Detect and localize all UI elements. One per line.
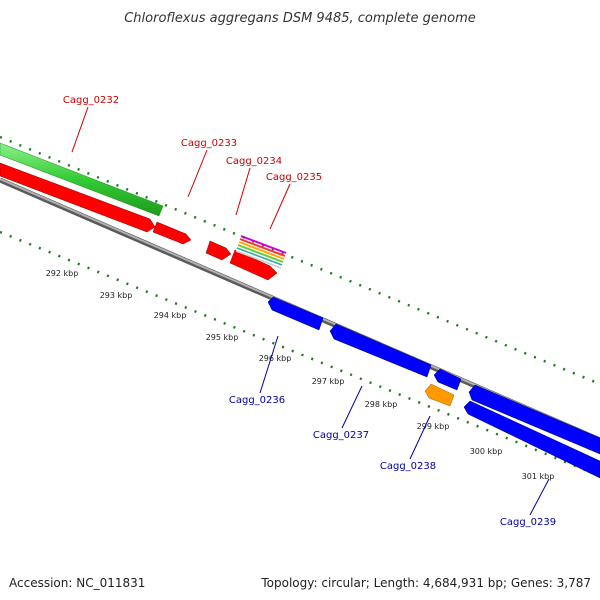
gene-arrow-cagg-0239[interactable] bbox=[463, 400, 600, 479]
gene-label-cagg-0233[interactable]: Cagg_0233 bbox=[181, 138, 237, 149]
kbp-labels: 292 kbp 293 kbp 294 kbp 295 kbp 296 kbp … bbox=[46, 269, 555, 481]
kbp-label: 296 kbp bbox=[259, 354, 292, 363]
gene-label-cagg-0239[interactable]: Cagg_0239 bbox=[500, 517, 556, 528]
gene-arrow-cagg-0235[interactable] bbox=[229, 249, 278, 281]
gene-labels: Cagg_0232 Cagg_0233 Cagg_0234 Cagg_0235 … bbox=[63, 95, 556, 528]
kbp-label: 294 kbp bbox=[154, 311, 187, 320]
multicolor-feature bbox=[235, 235, 287, 269]
gene-label-cagg-0236[interactable]: Cagg_0236 bbox=[229, 395, 285, 406]
gene-arrow-cagg-0237[interactable] bbox=[329, 323, 432, 378]
kbp-label: 299 kbp bbox=[417, 422, 450, 431]
gene-arrow-reverse-unlabeled[interactable] bbox=[433, 368, 462, 391]
gene-label-cagg-0235[interactable]: Cagg_0235 bbox=[266, 172, 322, 183]
leader-lines-forward bbox=[71, 106, 291, 230]
kbp-label: 293 kbp bbox=[100, 291, 133, 300]
green-feature bbox=[0, 142, 164, 217]
kbp-label: 298 kbp bbox=[365, 400, 398, 409]
tick-row-inner bbox=[0, 230, 600, 478]
genome-summary-text: Topology: circular; Length: 4,684,931 bp… bbox=[260, 576, 591, 590]
gene-arrow-cagg-0239-upper[interactable] bbox=[468, 384, 600, 455]
gene-label-cagg-0232[interactable]: Cagg_0232 bbox=[63, 95, 119, 106]
kbp-label: 297 kbp bbox=[312, 377, 345, 386]
gene-arrow-cagg-0232[interactable] bbox=[0, 162, 156, 233]
gene-label-cagg-0237[interactable]: Cagg_0237 bbox=[313, 430, 369, 441]
kbp-label: 300 kbp bbox=[470, 447, 503, 456]
gene-arrow-cagg-0238[interactable] bbox=[424, 383, 455, 407]
kbp-label: 292 kbp bbox=[46, 269, 79, 278]
accession-text: Accession: NC_011831 bbox=[9, 576, 145, 590]
gene-label-cagg-0234[interactable]: Cagg_0234 bbox=[226, 156, 282, 167]
gene-arrow-cagg-0236[interactable] bbox=[267, 296, 324, 331]
leader-lines-reverse bbox=[259, 335, 550, 516]
gene-label-cagg-0238[interactable]: Cagg_0238 bbox=[380, 461, 436, 472]
map-title: Chloroflexus aggregans DSM 9485, complet… bbox=[124, 11, 476, 26]
gene-arrow-cagg-0233[interactable] bbox=[152, 221, 192, 245]
kbp-label: 301 kbp bbox=[522, 472, 555, 481]
kbp-label: 295 kbp bbox=[206, 333, 239, 342]
gene-arrow-cagg-0234[interactable] bbox=[205, 240, 232, 261]
